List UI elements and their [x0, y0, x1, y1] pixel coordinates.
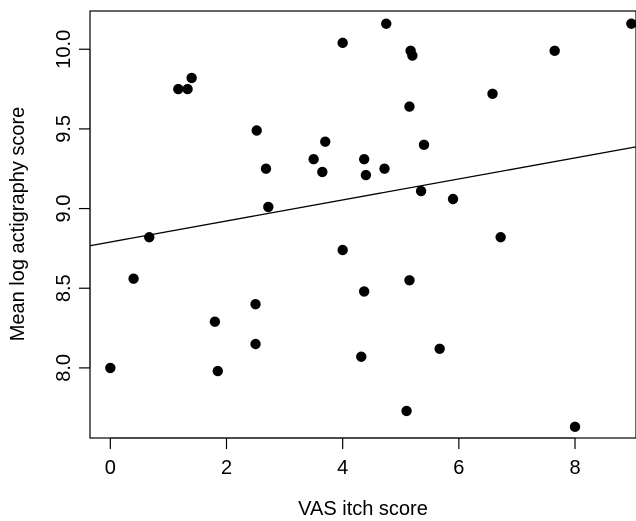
- data-point: [182, 83, 193, 95]
- data-point: [317, 166, 328, 178]
- data-point: [144, 232, 155, 243]
- data-point: [186, 72, 197, 84]
- data-point: [447, 193, 459, 205]
- x-tick-label: 8: [569, 457, 580, 479]
- x-tick-label: 2: [221, 457, 232, 479]
- plot-area: [89, 18, 636, 433]
- data-point: [337, 244, 348, 256]
- data-point: [128, 273, 139, 284]
- y-tick-label: 9.0: [53, 195, 75, 223]
- data-point: [404, 101, 415, 112]
- data-point: [212, 365, 223, 377]
- data-point: [250, 298, 261, 310]
- data-point: [404, 275, 415, 286]
- data-point: [337, 37, 348, 49]
- data-point: [209, 316, 221, 327]
- data-point: [173, 83, 184, 95]
- data-point: [415, 185, 427, 197]
- data-point: [250, 338, 261, 350]
- plot-box: [89, 10, 636, 439]
- x-tick-label: 4: [337, 457, 348, 479]
- data-point: [308, 153, 319, 165]
- x-tick-label: 6: [453, 457, 464, 479]
- data-point: [260, 163, 272, 174]
- data-point: [381, 18, 392, 29]
- data-point: [360, 169, 372, 181]
- data-point: [358, 153, 370, 165]
- x-tick-label: 0: [105, 457, 116, 479]
- data-point: [356, 351, 367, 362]
- data-point: [379, 163, 390, 174]
- data-point: [626, 18, 636, 29]
- data-point: [320, 136, 331, 147]
- data-point: [407, 50, 418, 61]
- y-axis-label: Mean log actigraphy score: [7, 107, 29, 342]
- data-point: [401, 405, 412, 417]
- x-axis-label: VAS itch score: [298, 498, 428, 520]
- data-point: [418, 139, 430, 151]
- data-point: [358, 286, 370, 297]
- data-point: [549, 45, 560, 57]
- data-point: [105, 362, 116, 374]
- y-tick-label: 9.5: [53, 115, 75, 143]
- data-point: [251, 125, 262, 136]
- y-axis: 8.0 8.5 9.0 9.5 10.0: [53, 30, 91, 382]
- data-point: [569, 421, 581, 433]
- data-point: [434, 343, 445, 354]
- x-axis: 0 2 4 6 8: [105, 437, 581, 479]
- y-tick-label: 10.0: [53, 30, 75, 69]
- y-tick-label: 8.5: [53, 274, 75, 302]
- regression-line: [89, 146, 636, 247]
- data-point: [263, 201, 274, 213]
- y-tick-label: 8.0: [53, 354, 75, 382]
- data-point: [487, 88, 498, 100]
- data-point: [495, 232, 506, 243]
